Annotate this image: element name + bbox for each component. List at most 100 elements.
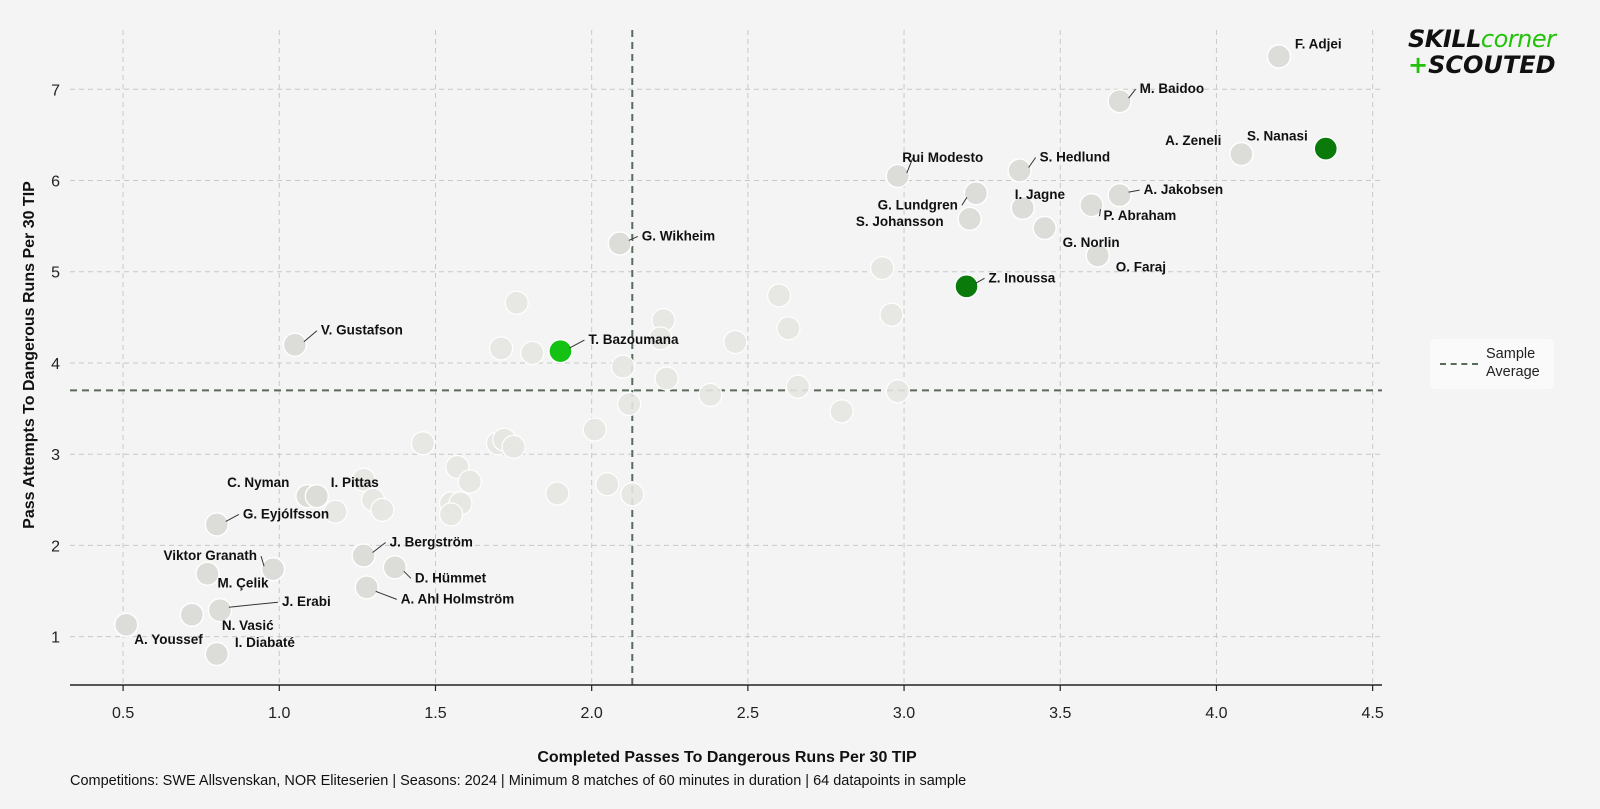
data-point — [411, 432, 434, 455]
point-label: C. Nyman — [227, 475, 289, 490]
x-tick-label: 3.0 — [893, 705, 915, 722]
data-point — [886, 380, 909, 403]
point-label: A. Jakobsen — [1144, 182, 1224, 197]
point-label: S. Nanasi — [1247, 129, 1308, 144]
y-tick-label: 1 — [51, 630, 60, 647]
data-point — [964, 182, 987, 205]
logo-plus-text: + — [1408, 51, 1428, 79]
data-point — [596, 473, 619, 496]
x-tick-label: 3.5 — [1049, 705, 1071, 722]
label-leader-line — [376, 591, 397, 599]
data-point — [611, 355, 634, 378]
y-tick-label: 7 — [51, 82, 60, 99]
point-label: A. Ahl Holmström — [401, 591, 515, 606]
point-label: G. Norlin — [1063, 235, 1120, 250]
point-label: S. Hedlund — [1040, 149, 1111, 164]
data-point — [724, 330, 747, 353]
x-tick-label: 1.5 — [424, 705, 446, 722]
data-point — [502, 435, 525, 458]
point-label: Viktor Granath — [164, 548, 258, 563]
point-label: Z. Inoussa — [989, 270, 1056, 285]
data-point — [283, 333, 306, 356]
point-label: P. Abraham — [1103, 208, 1176, 223]
data-point — [886, 164, 909, 187]
x-tick-label: 2.0 — [581, 705, 603, 722]
y-tick-label: 5 — [51, 265, 60, 282]
data-point — [1314, 137, 1337, 160]
point-label: G. Wikheim — [642, 228, 715, 243]
data-point — [699, 383, 722, 406]
data-point — [180, 603, 203, 626]
label-leader-line — [569, 340, 584, 348]
data-point — [352, 544, 375, 567]
data-point — [1267, 45, 1290, 68]
skillcorner-scouted-logo: SKILLcorner +SCOUTED — [1408, 26, 1568, 78]
legend: Sample Average — [1430, 339, 1554, 389]
label-leader-line — [304, 331, 317, 342]
data-point — [880, 303, 903, 326]
legend-average-line — [1440, 363, 1478, 365]
logo-scouted-text: SCOUTED — [1428, 51, 1555, 79]
data-point — [1033, 216, 1056, 239]
point-label: G. Lundgren — [878, 197, 958, 212]
data-point — [618, 393, 641, 416]
data-point — [205, 642, 228, 665]
point-label: I. Jagne — [1015, 187, 1066, 202]
data-point — [205, 513, 228, 536]
data-point — [871, 257, 894, 280]
y-axis-title: Pass Attempts To Dangerous Runs Per 30 T… — [21, 181, 38, 529]
label-leader-line — [1029, 157, 1036, 167]
legend-label-line2: Average — [1486, 363, 1540, 381]
legend-label: Sample Average — [1486, 345, 1540, 381]
data-point — [458, 470, 481, 493]
footer-note: Competitions: SWE Allsvenskan, NOR Elite… — [70, 773, 966, 789]
data-point — [549, 340, 572, 363]
data-point — [608, 232, 631, 255]
data-point — [955, 275, 978, 298]
point-label: J. Bergström — [390, 534, 473, 549]
point-label: M. Çelik — [217, 576, 269, 591]
data-point — [355, 576, 378, 599]
data-point — [830, 400, 853, 423]
point-label: G. Eyjólfsson — [243, 506, 329, 521]
data-point — [786, 375, 809, 398]
data-point — [1108, 90, 1131, 113]
data-point — [583, 418, 606, 441]
data-point — [777, 317, 800, 340]
data-point — [1008, 159, 1031, 182]
data-point — [196, 562, 219, 585]
data-point — [505, 291, 528, 314]
data-point — [371, 498, 394, 521]
x-tick-label: 1.0 — [268, 705, 290, 722]
y-tick-label: 2 — [51, 538, 60, 555]
y-tick-label: 4 — [51, 356, 60, 373]
x-tick-label: 4.5 — [1362, 705, 1384, 722]
point-label: O. Faraj — [1116, 259, 1166, 274]
point-label: N. Vasić — [222, 618, 274, 633]
data-point — [958, 207, 981, 230]
point-label: A. Zeneli — [1165, 133, 1221, 148]
legend-label-line1: Sample — [1486, 345, 1540, 363]
data-point — [768, 284, 791, 307]
point-label: F. Adjei — [1295, 36, 1342, 51]
label-leader-line — [962, 197, 967, 205]
data-point — [490, 337, 513, 360]
point-label: T. Bazoumana — [588, 332, 679, 347]
point-label: J. Erabi — [282, 594, 331, 609]
point-label: Rui Modesto — [902, 150, 983, 165]
point-label: A. Youssef — [134, 632, 203, 647]
data-point — [383, 556, 406, 579]
x-tick-label: 4.0 — [1205, 705, 1227, 722]
data-point — [655, 367, 678, 390]
scatter-chart: 0.5 1.0 1.5 2.0 2.5 3.0 3.5 4.0 4.51234567 F. Ad… — [0, 0, 1600, 809]
y-tick-label: 6 — [51, 174, 60, 191]
label-leader-line — [226, 514, 239, 521]
data-point — [305, 485, 328, 508]
logo-corner-text: corner — [1481, 25, 1556, 53]
x-tick-label: 0.5 — [112, 705, 134, 722]
point-label: M. Baidoo — [1140, 81, 1205, 96]
point-label: S. Johansson — [856, 214, 944, 229]
point-label: D. Hümmet — [415, 570, 487, 585]
x-axis-title: Completed Passes To Dangerous Runs Per 3… — [537, 749, 917, 766]
y-tick-label: 3 — [51, 447, 60, 464]
